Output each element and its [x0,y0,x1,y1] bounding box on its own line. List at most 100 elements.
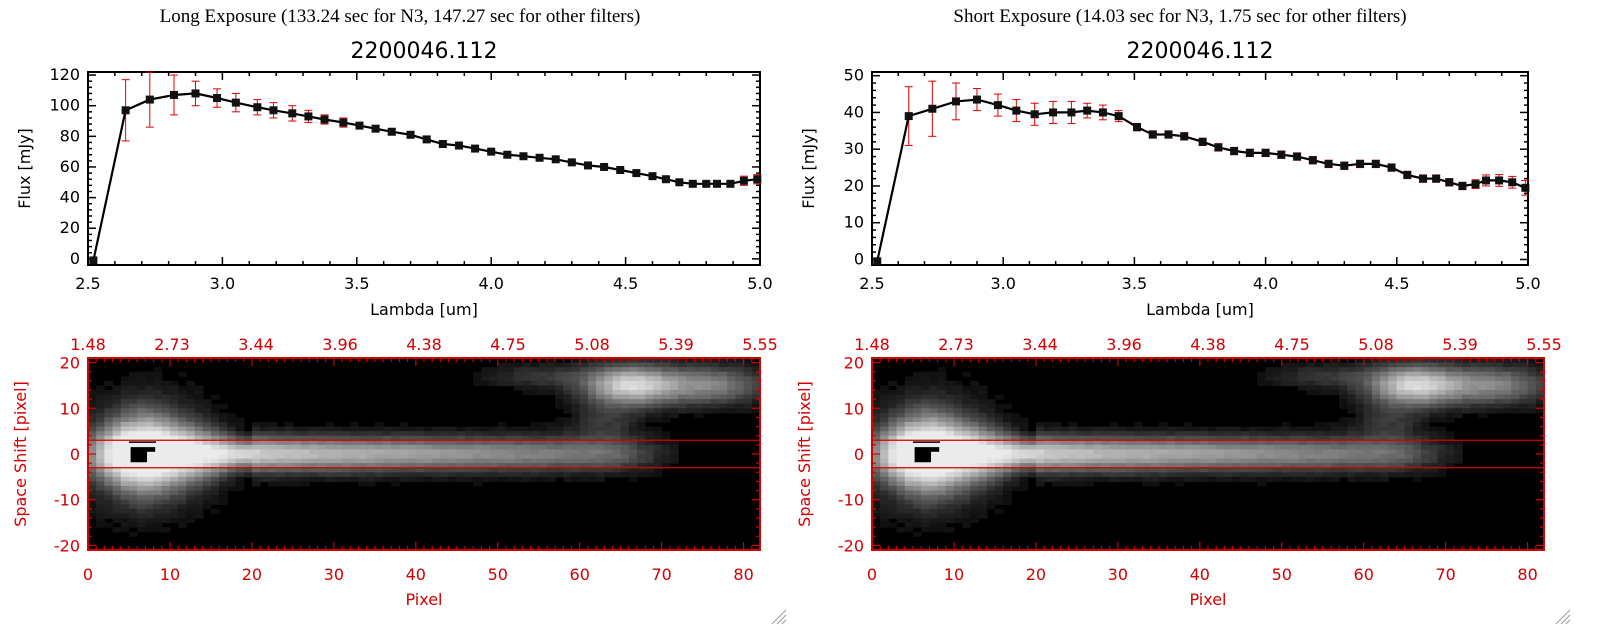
image-pixel [407,476,417,483]
plot-title: 2200046.112 [1127,39,1274,64]
image-pixel [161,394,171,400]
resize-grip-icon[interactable] [771,609,787,625]
image-pixel [1191,431,1201,437]
flux-series-line [876,98,1526,262]
image-pixel [1027,435,1037,441]
image-pixel [1339,385,1348,391]
image-pixel [202,490,212,496]
image-pixel [96,390,105,396]
image-pixel [1371,431,1381,437]
image-pixel [1429,449,1439,455]
image-pixel [1257,426,1266,432]
image-pixel [301,463,310,469]
image-pixel [1273,367,1283,373]
image-pixel [112,495,122,501]
image-pixel [962,508,971,515]
image-pixel [161,399,171,405]
image-pixel [186,513,196,519]
image-pixel [872,408,881,414]
image-pixel [953,380,963,387]
image-pixel [202,431,212,437]
image-pixel [391,454,401,460]
image-pixel [358,472,368,478]
image-pixel [1421,472,1430,478]
image-pixel [953,508,963,515]
top-wavelength-label: 5.55 [742,335,778,354]
image-pixel [260,426,269,432]
image-pixel [522,463,532,469]
image-pixel [317,476,327,483]
image-pixel [1232,476,1242,483]
image-pixel [1306,376,1316,382]
image-pixel [440,435,450,441]
image-pixel [1527,371,1537,377]
image-pixel [921,518,930,524]
image-pixel [904,522,914,528]
image-pixel [505,362,515,368]
image-pixel [530,390,540,396]
image-pixel [104,435,114,441]
image-pixel [145,408,155,414]
data-point [1030,110,1039,119]
image-pixel [1044,463,1053,469]
image-pixel [1322,431,1332,437]
image-pixel [178,472,187,478]
image-pixel [120,504,130,510]
image-pixel [1445,376,1455,382]
image-pixel [153,481,163,487]
image-pixel [120,435,130,441]
image-pixel [169,399,179,405]
image-pixel [1503,385,1512,391]
image-pixel [645,458,655,464]
image-pixel [872,499,881,505]
image-pixel [702,408,712,414]
data-point [583,161,592,170]
image-pixel [604,472,614,478]
image-pixel [555,385,564,391]
image-pixel [929,499,939,505]
image-pixel [1503,371,1512,377]
image-pixel [1142,463,1152,469]
image-pixel [530,376,540,382]
image-pixel [333,431,343,437]
image-pixel [620,408,630,414]
image-pixel [962,518,971,524]
image-pixel [1437,390,1447,396]
image-pixel [276,435,286,441]
image-pixel [112,444,122,451]
image-pixel [243,435,253,441]
image-pixel [1503,362,1512,368]
image-pixel [1503,358,1512,364]
image-pixel [137,426,146,432]
image-pixel [1289,458,1299,464]
image-pixel [153,458,163,464]
image-pixel [994,490,1004,496]
image-pixel [727,385,737,391]
image-pixel [153,467,163,473]
image-pixel [912,394,922,400]
resize-grip-icon[interactable] [1555,609,1571,625]
image-pixel [628,358,638,364]
image-pixel [235,444,245,451]
image-pixel [456,444,466,451]
x-tick-label: 2.5 [75,274,100,293]
image-pixel [276,454,286,460]
image-pixel [912,522,922,528]
image-pixel [596,426,605,432]
image-pixel [953,422,963,428]
image-pixel [1248,431,1258,437]
image-pixel [1462,367,1471,373]
image-pixel [1453,358,1463,364]
image-pixel [292,431,302,437]
image-pixel [1339,399,1348,405]
image-pixel [978,385,988,391]
image-pixel [1519,367,1529,373]
image-pixel [1322,458,1332,464]
image-pixel [986,486,996,492]
image-pixel [719,390,728,396]
image-pixel [1101,449,1111,455]
image-pixel [743,385,753,391]
image-pixel [735,362,745,368]
image-pixel [1199,467,1209,473]
image-pixel [1289,449,1299,455]
